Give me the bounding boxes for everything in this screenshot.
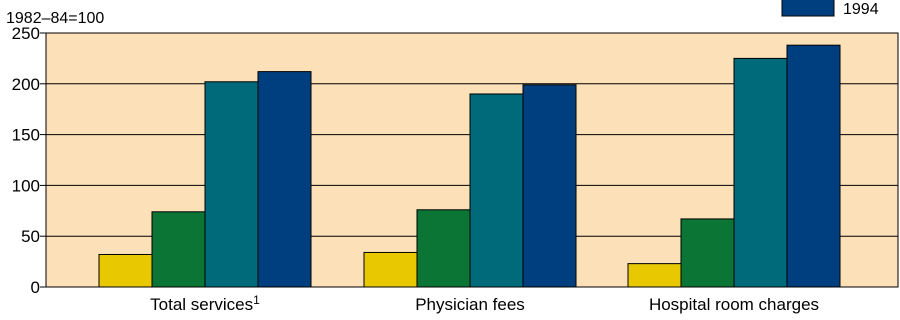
bars [98, 44, 841, 288]
x-category-label: Hospital room charges [649, 295, 819, 314]
y-tick-label: 100 [12, 176, 40, 195]
legend-label: 1994 [843, 1, 879, 18]
y-axis: 0 50 100 150 200 250 [12, 24, 46, 297]
bar [151, 211, 206, 288]
y-tick-label: 50 [21, 227, 40, 246]
bar [363, 251, 418, 288]
x-category-label: Total services1 [150, 293, 260, 314]
y-tick-label: 250 [12, 24, 40, 43]
bar [627, 263, 682, 288]
y-tick-label: 200 [12, 75, 40, 94]
bar [416, 209, 471, 288]
bar [786, 44, 841, 288]
bar [98, 253, 153, 288]
bar [522, 84, 577, 288]
x-category-label: Physician fees [415, 295, 525, 314]
bar [733, 57, 788, 288]
legend-swatch [781, 0, 835, 17]
y-tick-label: 150 [12, 126, 40, 145]
bar [469, 93, 524, 288]
y-unit-label: 1982–84=100 [6, 10, 104, 27]
y-tick-label: 0 [31, 278, 40, 297]
legend: 1994 [781, 0, 879, 18]
bar [680, 218, 735, 288]
bar [204, 81, 259, 288]
x-axis: Total services1 Physician fees Hospital ro… [150, 293, 819, 314]
bar [257, 71, 312, 288]
